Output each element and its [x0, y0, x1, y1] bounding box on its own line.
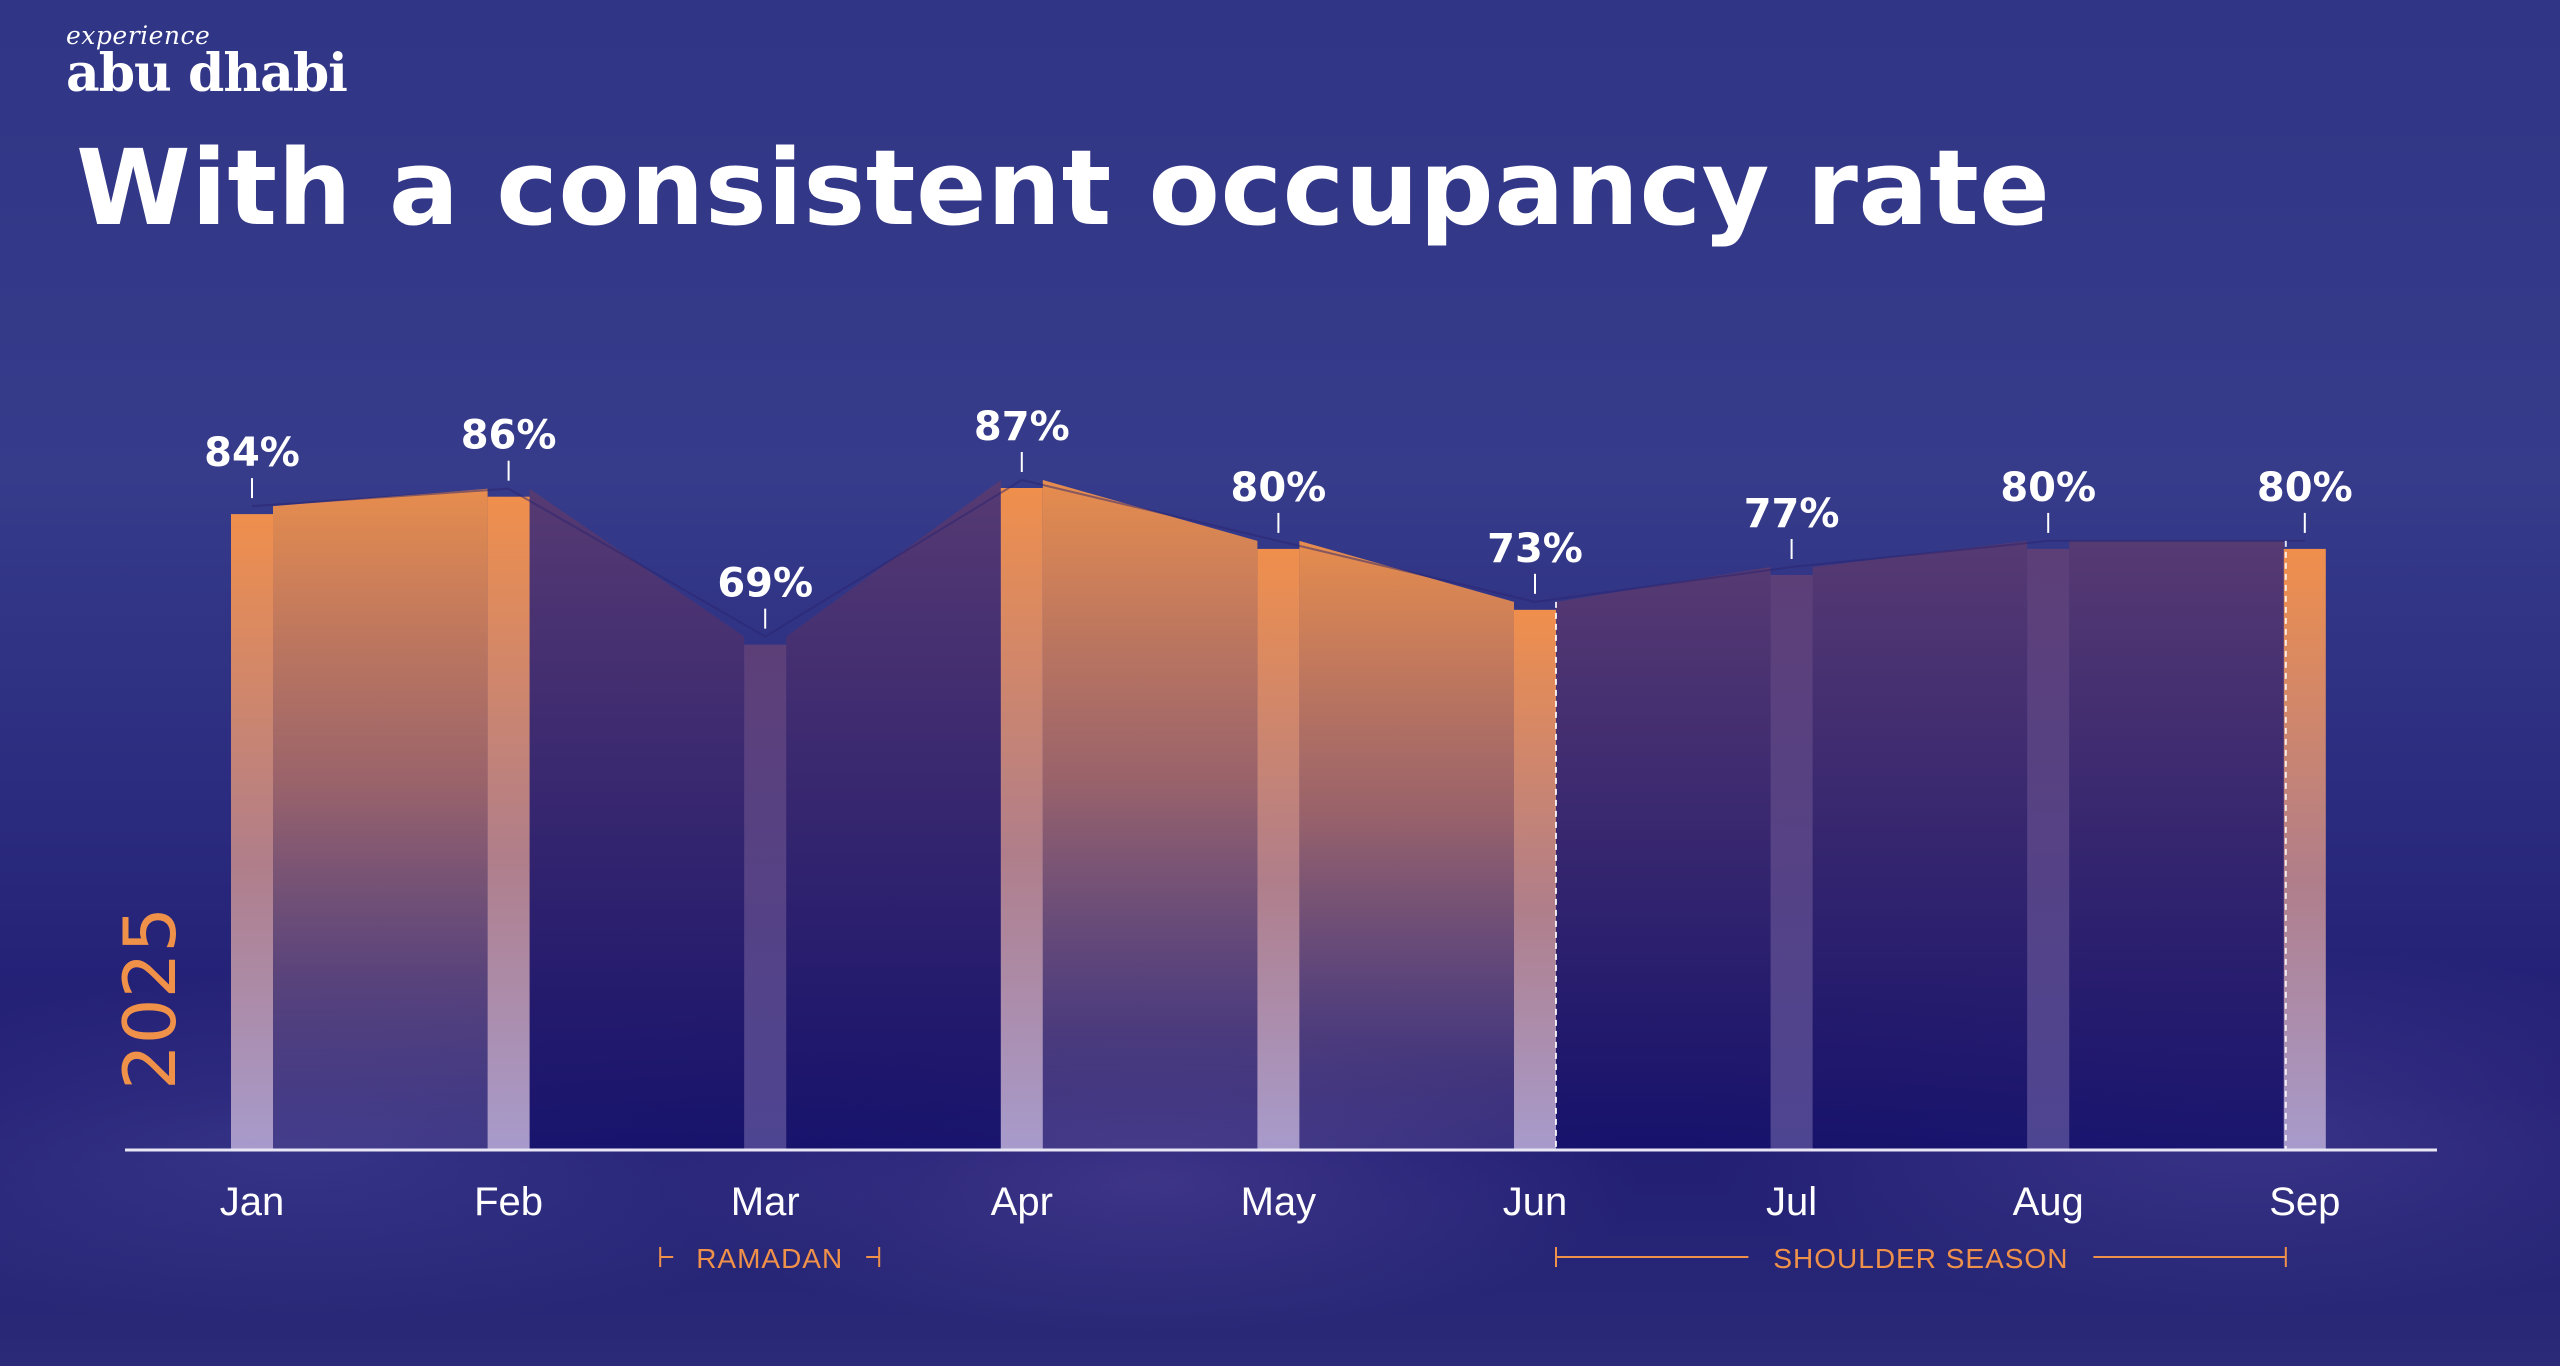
- value-label-jul: 77%: [1744, 491, 1840, 537]
- value-label-apr: 87%: [974, 404, 1070, 450]
- area-band-feb-mar: [529, 488, 745, 1150]
- value-label-may: 80%: [1231, 465, 1327, 511]
- bar-may: [1257, 548, 1300, 1150]
- brand-line2: abu dhabi: [66, 43, 348, 104]
- area-band-aug-sep: [2069, 540, 2284, 1150]
- x-tick-label-jun: Jun: [1503, 1180, 1568, 1224]
- x-tick-label-feb: Feb: [474, 1180, 543, 1224]
- value-label-mar: 69%: [717, 561, 813, 607]
- bar-mar: [744, 644, 787, 1150]
- area-band-jan-feb: [273, 488, 488, 1150]
- bar-jan: [231, 514, 273, 1150]
- value-label-sep: 80%: [2257, 465, 2353, 511]
- bar-feb: [487, 496, 530, 1150]
- occupancy-line: [251, 478, 2305, 638]
- x-tick-label-aug: Aug: [2013, 1180, 2084, 1224]
- x-tick-label-apr: Apr: [991, 1180, 1053, 1224]
- ramadan-bracket-label: RAMADAN: [696, 1243, 843, 1274]
- brand-logo: experience abu dhabi: [66, 21, 348, 104]
- x-tick-label-jul: Jul: [1766, 1180, 1817, 1224]
- bar-jul: [1770, 575, 1813, 1150]
- value-label-aug: 80%: [2000, 465, 2096, 511]
- year-label: 2025: [108, 907, 192, 1090]
- area-band-apr-may: [1042, 480, 1258, 1150]
- bar-aug: [2027, 548, 2070, 1150]
- bar-sep: [2283, 548, 2326, 1150]
- value-label-feb: 86%: [461, 413, 557, 459]
- brand-line1: experience: [66, 21, 211, 50]
- area-band-jul-aug: [1812, 540, 2028, 1150]
- shoulder-season-bracket-label: SHOULDER SEASON: [1773, 1243, 2068, 1274]
- bar-jun: [1514, 609, 1556, 1150]
- x-tick-label-jan: Jan: [220, 1180, 285, 1224]
- value-label-jan: 84%: [204, 430, 300, 476]
- x-tick-label-mar: Mar: [731, 1180, 800, 1224]
- x-tick-label-may: May: [1241, 1180, 1317, 1224]
- area-band-mar-apr: [786, 480, 1001, 1150]
- area-band-jun-jul: [1556, 567, 1771, 1150]
- value-label-jun: 73%: [1487, 526, 1583, 572]
- page-title: With a consistent occupancy rate: [76, 127, 2051, 249]
- x-tick-label-sep: Sep: [2269, 1180, 2340, 1224]
- area-band-may-jun: [1299, 540, 1514, 1150]
- bar-apr: [1000, 488, 1043, 1150]
